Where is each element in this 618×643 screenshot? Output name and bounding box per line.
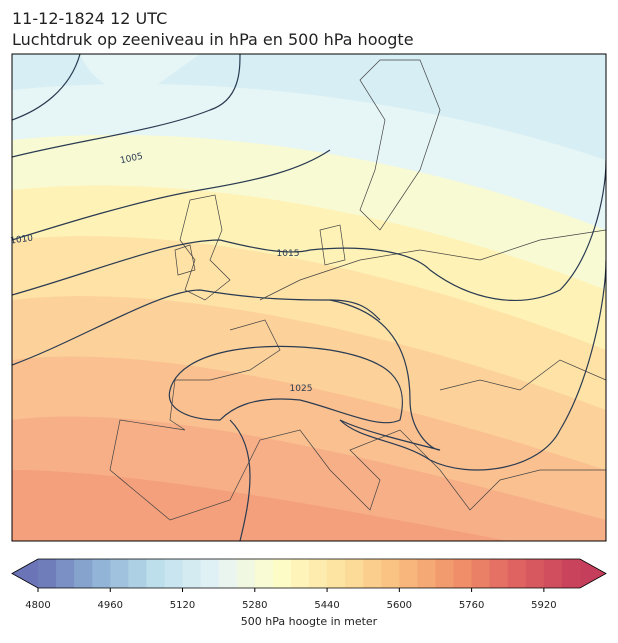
colorbar-cell	[74, 559, 93, 588]
colorbar-cell	[489, 559, 509, 588]
contour-label: 1010	[10, 233, 34, 246]
colorbar-tick-label: 5120	[170, 600, 195, 611]
colorbar-cell	[146, 559, 165, 588]
colorbar-tick-label: 5600	[387, 600, 412, 611]
colorbar-cell	[507, 559, 527, 588]
colorbar-cell	[561, 559, 581, 588]
colorbar-cell	[417, 559, 436, 588]
colorbar-cell	[164, 559, 184, 588]
subtitle: Luchtdruk op zeeniveau in hPa en 500 hPa…	[12, 30, 414, 49]
colorbar-tick-label: 5280	[242, 600, 267, 611]
contour-label: 1005	[119, 152, 143, 167]
colorbar-tick-label: 5440	[314, 600, 339, 611]
colorbar-label: 500 hPa hoogte in meter	[241, 615, 378, 628]
colorbar-cell	[309, 559, 328, 588]
contour-label: 1025	[290, 384, 313, 394]
colorbar-cell	[200, 559, 220, 588]
colorbar-tick-label: 5920	[531, 600, 556, 611]
colorbar-tick-label: 4960	[98, 600, 123, 611]
colorbar: 4800 4960 5120 5280 5440 5600 5760 5920	[11, 558, 607, 611]
map-frame	[11, 53, 607, 542]
colorbar-cell	[453, 559, 473, 588]
colorbar-cell	[290, 559, 310, 588]
colorbar-cell	[272, 559, 292, 588]
contour-label: 1015	[277, 249, 300, 259]
colorbar-cell	[128, 559, 147, 588]
colorbar-cell	[525, 559, 545, 588]
colorbar-cell	[254, 559, 274, 588]
colorbar-cell	[182, 559, 202, 588]
colorbar-extend	[580, 559, 606, 588]
map	[12, 54, 606, 541]
colorbar-cell	[56, 559, 75, 588]
colorbar-cell	[236, 559, 256, 588]
colorbar-extend	[12, 559, 38, 588]
colorbar-tick-label: 4800	[25, 600, 50, 611]
colorbar-cell	[345, 559, 364, 588]
colorbar-cell	[399, 559, 418, 588]
colorbar-cell	[38, 559, 57, 588]
colorbar-cell	[327, 559, 346, 588]
colorbar-cell	[381, 559, 400, 588]
colorbar-cell	[218, 559, 238, 588]
colorbar-cell	[543, 559, 563, 588]
colorbar-cell	[471, 559, 491, 588]
title: 11-12-1824 12 UTC	[12, 9, 167, 28]
colorbar-cell	[110, 559, 129, 588]
colorbar-cell	[92, 559, 111, 588]
colorbar-tick-label: 5760	[459, 600, 484, 611]
colorbar-cell	[435, 559, 455, 588]
colorbar-cell	[363, 559, 382, 588]
